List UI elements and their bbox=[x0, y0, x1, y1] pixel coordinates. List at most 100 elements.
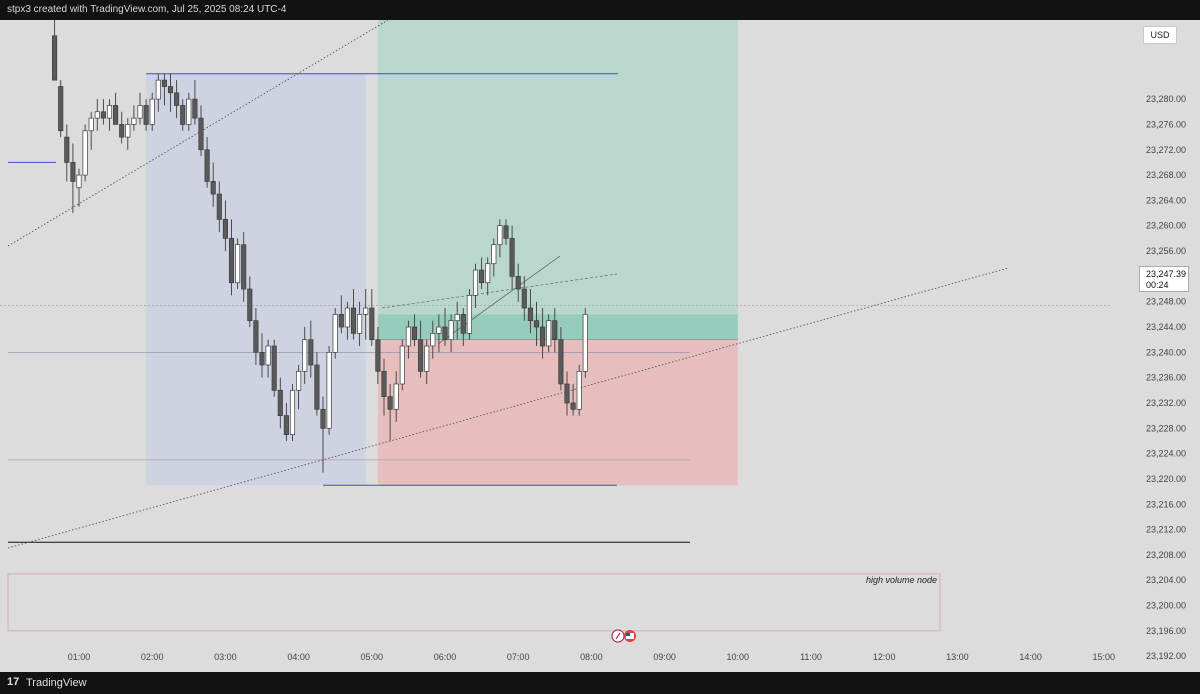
price-tick-label: 23,260.00 bbox=[1146, 221, 1186, 231]
time-tick-label: 04:00 bbox=[287, 652, 310, 662]
candle-body bbox=[576, 370, 582, 410]
candle-body bbox=[558, 339, 564, 385]
candle-body bbox=[424, 345, 430, 372]
candle-body bbox=[314, 364, 320, 410]
candle-body bbox=[399, 345, 405, 385]
price-tick-label: 23,216.00 bbox=[1146, 499, 1186, 509]
candle-body bbox=[527, 307, 533, 322]
price-tick-label: 23,228.00 bbox=[1146, 423, 1186, 433]
time-tick-label: 12:00 bbox=[873, 652, 896, 662]
tradingview-brand: TradingView bbox=[26, 677, 87, 689]
candle-body bbox=[570, 402, 576, 410]
candle-body bbox=[411, 326, 418, 341]
dashed-projection-line[interactable] bbox=[381, 273, 618, 309]
lower-trendline[interactable] bbox=[7, 267, 1009, 549]
candle-body bbox=[259, 351, 265, 366]
candle-body bbox=[131, 117, 137, 125]
candle-body bbox=[174, 92, 180, 106]
high-volume-node-label: high volume node bbox=[866, 575, 938, 585]
drawing-layer bbox=[7, 20, 941, 632]
last-price-value: 23,247.39 bbox=[1146, 269, 1187, 279]
candle-body bbox=[82, 130, 88, 176]
candle-body bbox=[58, 86, 64, 132]
candle-body bbox=[235, 244, 241, 284]
candle-body bbox=[332, 313, 338, 353]
price-tick-label: 23,224.00 bbox=[1146, 449, 1186, 459]
candle-body bbox=[344, 307, 350, 328]
candle-body bbox=[418, 339, 424, 372]
time-tick-label: 11:00 bbox=[800, 652, 822, 662]
high-volume-node-box[interactable] bbox=[7, 573, 941, 632]
candle-body bbox=[186, 98, 192, 125]
candle-body bbox=[448, 320, 454, 341]
candle-body bbox=[497, 225, 503, 246]
chart-area[interactable]: 23,280.00 23,276.00 23,272.00 23,268.00 23,2… bbox=[0, 20, 1200, 672]
currency-button[interactable]: USD bbox=[1143, 26, 1177, 44]
time-tick-label: 02:00 bbox=[141, 652, 164, 662]
price-tick-label: 23,196.00 bbox=[1146, 626, 1186, 636]
candle-body bbox=[296, 370, 302, 391]
time-tick-label: 15:00 bbox=[1093, 652, 1116, 662]
price-tick-label: 23,268.00 bbox=[1146, 170, 1186, 180]
price-tick-label: 23,232.00 bbox=[1146, 398, 1186, 408]
candle-body bbox=[113, 105, 119, 125]
price-tick-label: 23,256.00 bbox=[1146, 246, 1186, 256]
price-tick-label: 23,264.00 bbox=[1146, 195, 1186, 205]
lines-layer bbox=[0, 20, 1138, 549]
candle-body bbox=[228, 238, 235, 284]
candle-body bbox=[442, 326, 448, 341]
price-tick-label: 23,244.00 bbox=[1146, 322, 1186, 332]
candle-body bbox=[582, 313, 588, 372]
time-tick-label: 06:00 bbox=[434, 652, 457, 662]
attribution-text: stpx3 created with TradingView.com, Jul … bbox=[7, 4, 287, 15]
candle-body bbox=[265, 345, 271, 366]
price-tick-label: 23,236.00 bbox=[1146, 373, 1186, 383]
candle-body bbox=[320, 408, 326, 429]
time-tick-label: 05:00 bbox=[361, 652, 384, 662]
candle-body bbox=[125, 124, 131, 138]
candle-body bbox=[393, 383, 399, 410]
candle-body bbox=[454, 313, 460, 322]
upper-trendline[interactable] bbox=[7, 20, 389, 247]
price-tick-label: 23,200.00 bbox=[1146, 601, 1186, 611]
price-axis-bg bbox=[1112, 20, 1200, 672]
candle-body bbox=[491, 244, 497, 265]
candle-body bbox=[216, 193, 222, 220]
time-tick-label: 01:00 bbox=[68, 652, 91, 662]
bar-countdown: 00:24 bbox=[1146, 280, 1169, 290]
candle-body bbox=[119, 124, 125, 138]
candle-body bbox=[52, 35, 58, 81]
time-tick-label: 08:00 bbox=[580, 652, 603, 662]
candle-body bbox=[381, 370, 387, 397]
candle-body bbox=[70, 162, 76, 182]
candle-body bbox=[210, 181, 216, 195]
candle-body bbox=[466, 295, 472, 334]
candle-body bbox=[271, 345, 277, 391]
last-price-badge: 23,247.39 00:24 bbox=[1139, 266, 1189, 292]
range-box[interactable] bbox=[146, 73, 366, 486]
candle-body bbox=[405, 326, 411, 347]
profit-zone[interactable] bbox=[377, 20, 738, 340]
candle-body bbox=[369, 307, 375, 341]
candle-body bbox=[289, 389, 296, 435]
candle-body bbox=[460, 313, 466, 334]
channel-line[interactable] bbox=[437, 255, 561, 345]
candles-layer bbox=[52, 20, 588, 473]
candle-body bbox=[253, 320, 259, 353]
candle-body bbox=[533, 320, 540, 328]
candle-body bbox=[509, 238, 515, 277]
candle-body bbox=[521, 288, 527, 309]
candle-body bbox=[283, 415, 289, 435]
candle-body bbox=[430, 332, 436, 347]
loss-zone[interactable] bbox=[377, 339, 738, 486]
candle-body bbox=[375, 339, 381, 372]
time-tick-label: 10:00 bbox=[727, 652, 750, 662]
price-axis: 23,280.00 23,276.00 23,272.00 23,268.00 23,2… bbox=[1112, 20, 1200, 672]
price-tick-label: 23,272.00 bbox=[1146, 145, 1186, 155]
time-tick-label: 09:00 bbox=[653, 652, 676, 662]
candle-body bbox=[338, 313, 344, 328]
economic-event-icon[interactable] bbox=[611, 629, 639, 643]
candle-body bbox=[204, 149, 210, 182]
candle-body bbox=[552, 320, 558, 341]
price-tick-label: 23,204.00 bbox=[1146, 575, 1186, 585]
